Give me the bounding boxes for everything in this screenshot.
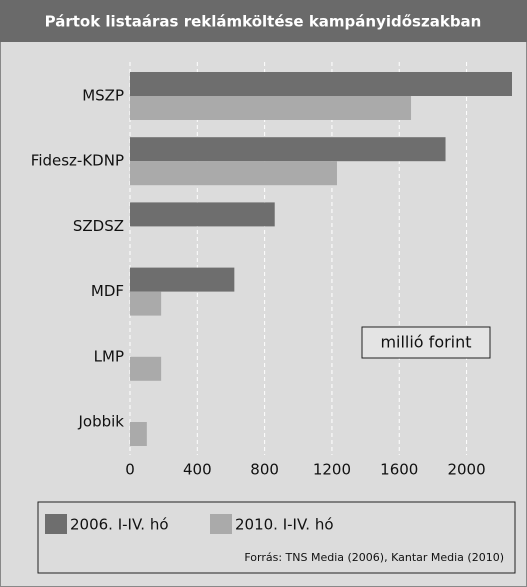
x-tick-label: 400: [183, 461, 212, 479]
annotation: millió forint: [380, 333, 471, 352]
x-tick-label: 800: [250, 461, 279, 479]
x-tick-label: 0: [125, 461, 135, 479]
legend-swatch: [210, 514, 232, 534]
bar: [130, 267, 235, 292]
x-tick-label: 2000: [447, 461, 485, 479]
bar: [130, 96, 412, 120]
bar: [130, 291, 162, 316]
y-tick-label: Jobbik: [78, 413, 125, 431]
bar: [130, 356, 162, 381]
y-tick-label: SZDSZ: [73, 217, 124, 235]
y-tick-label: LMP: [94, 347, 124, 365]
legend-swatch: [45, 514, 67, 534]
bar: [130, 161, 337, 186]
legend-label: 2010. I-IV. hó: [235, 516, 334, 534]
title-bar: [0, 0, 527, 42]
legend-label: 2006. I-IV. hó: [70, 516, 169, 534]
x-tick-label: 1600: [380, 461, 418, 479]
plot: 0 400 800 1200 1600 2000 MSZP Fidesz-KDNP SZDSZ M…: [31, 62, 512, 479]
chart-title: Pártok listaáras reklámköltése kampányid…: [45, 13, 482, 31]
y-tick-label: MSZP: [82, 87, 124, 105]
bar: [130, 422, 147, 446]
source: Forrás: TNS Media (2006), Kantar Media (…: [244, 551, 504, 564]
x-tick-label: 1200: [313, 461, 351, 479]
bar: [130, 202, 275, 227]
bar: [130, 72, 512, 96]
bar: [130, 137, 446, 162]
legend-box: [37, 501, 516, 574]
y-tick-label: MDF: [91, 282, 124, 300]
y-tick-label: Fidesz-KDNP: [31, 152, 124, 170]
annotation-box: [361, 326, 491, 359]
